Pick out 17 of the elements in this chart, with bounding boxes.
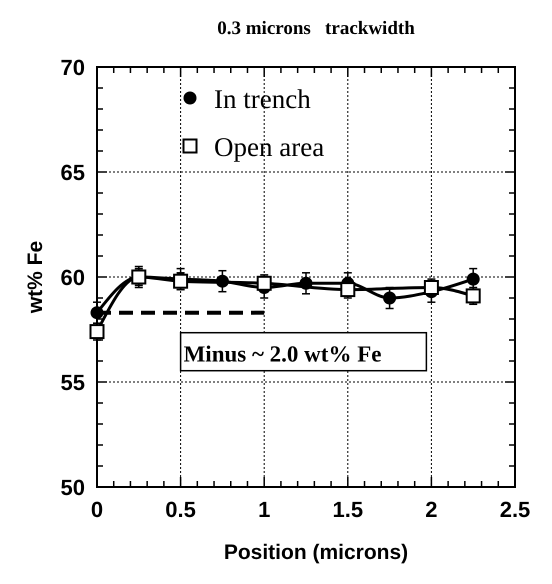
legend-label: In trench — [214, 84, 312, 114]
legend-label: Open area — [214, 132, 324, 162]
y-tick-label: 55 — [60, 370, 85, 395]
x-tick-label: 2 — [425, 497, 438, 522]
y-axis-title: wt% Fe — [24, 240, 47, 314]
chart-title: 0.3 microns trackwidth — [217, 18, 416, 39]
y-tick-label: 50 — [60, 475, 85, 500]
x-axis-title: Position (microns) — [224, 541, 408, 564]
y-tick-label: 70 — [60, 55, 85, 80]
x-tick-label: 2.5 — [500, 497, 530, 522]
x-tick-label: 0.5 — [165, 497, 196, 522]
annotation: Minus ~ 2.0 wt% Fe — [184, 342, 382, 367]
y-tick-label: 60 — [60, 265, 85, 290]
x-tick-label: 1.5 — [332, 497, 364, 522]
y-tick-label: 65 — [60, 160, 85, 185]
x-tick-label: 0 — [90, 497, 104, 522]
x-tick-label: 1 — [258, 497, 270, 522]
